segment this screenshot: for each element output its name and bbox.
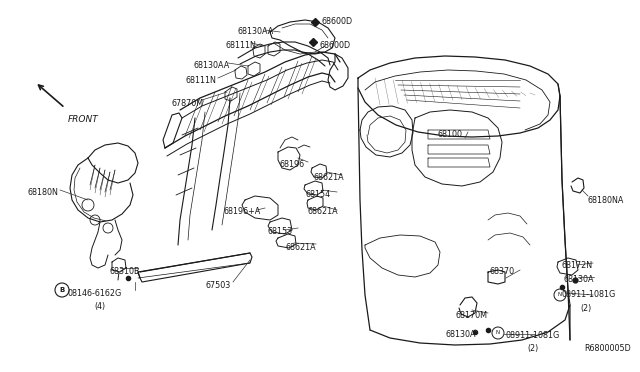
- Text: 68196+A: 68196+A: [224, 207, 261, 216]
- Text: 68153: 68153: [268, 227, 293, 236]
- Text: B: B: [60, 287, 65, 293]
- Text: 67870M: 67870M: [172, 99, 204, 108]
- Text: 68180N: 68180N: [28, 188, 59, 197]
- Text: N: N: [558, 292, 562, 298]
- Text: 67503: 67503: [205, 281, 230, 290]
- Text: (2): (2): [527, 344, 538, 353]
- Text: 68621A: 68621A: [307, 207, 338, 216]
- Text: 68130AA: 68130AA: [194, 61, 230, 70]
- Text: (2): (2): [580, 304, 591, 313]
- Text: FRONT: FRONT: [68, 115, 99, 124]
- Text: 68172N: 68172N: [562, 261, 593, 270]
- Text: 08146-6162G: 08146-6162G: [68, 289, 122, 298]
- Text: 68310B: 68310B: [110, 267, 141, 276]
- Text: 08911-1081G: 08911-1081G: [562, 290, 616, 299]
- Text: 68600D: 68600D: [322, 17, 353, 26]
- Text: R6800005D: R6800005D: [584, 344, 631, 353]
- Text: 68100: 68100: [437, 130, 462, 139]
- Text: 68370: 68370: [490, 267, 515, 276]
- Text: 68111N: 68111N: [225, 41, 256, 50]
- Text: 68130AA: 68130AA: [238, 27, 275, 36]
- Text: 68111N: 68111N: [186, 76, 217, 85]
- Text: 68170M: 68170M: [455, 311, 487, 320]
- Text: 68180NA: 68180NA: [588, 196, 625, 205]
- Text: 68130A: 68130A: [445, 330, 476, 339]
- Text: 68130A: 68130A: [564, 275, 595, 284]
- Text: 68621A: 68621A: [285, 243, 316, 252]
- Text: 08911-1081G: 08911-1081G: [505, 331, 559, 340]
- Text: N: N: [496, 330, 500, 336]
- Text: 68196: 68196: [280, 160, 305, 169]
- Text: 68600D: 68600D: [320, 41, 351, 50]
- Text: 68154: 68154: [305, 190, 330, 199]
- Text: (4): (4): [94, 302, 105, 311]
- Text: 68621A: 68621A: [314, 173, 344, 182]
